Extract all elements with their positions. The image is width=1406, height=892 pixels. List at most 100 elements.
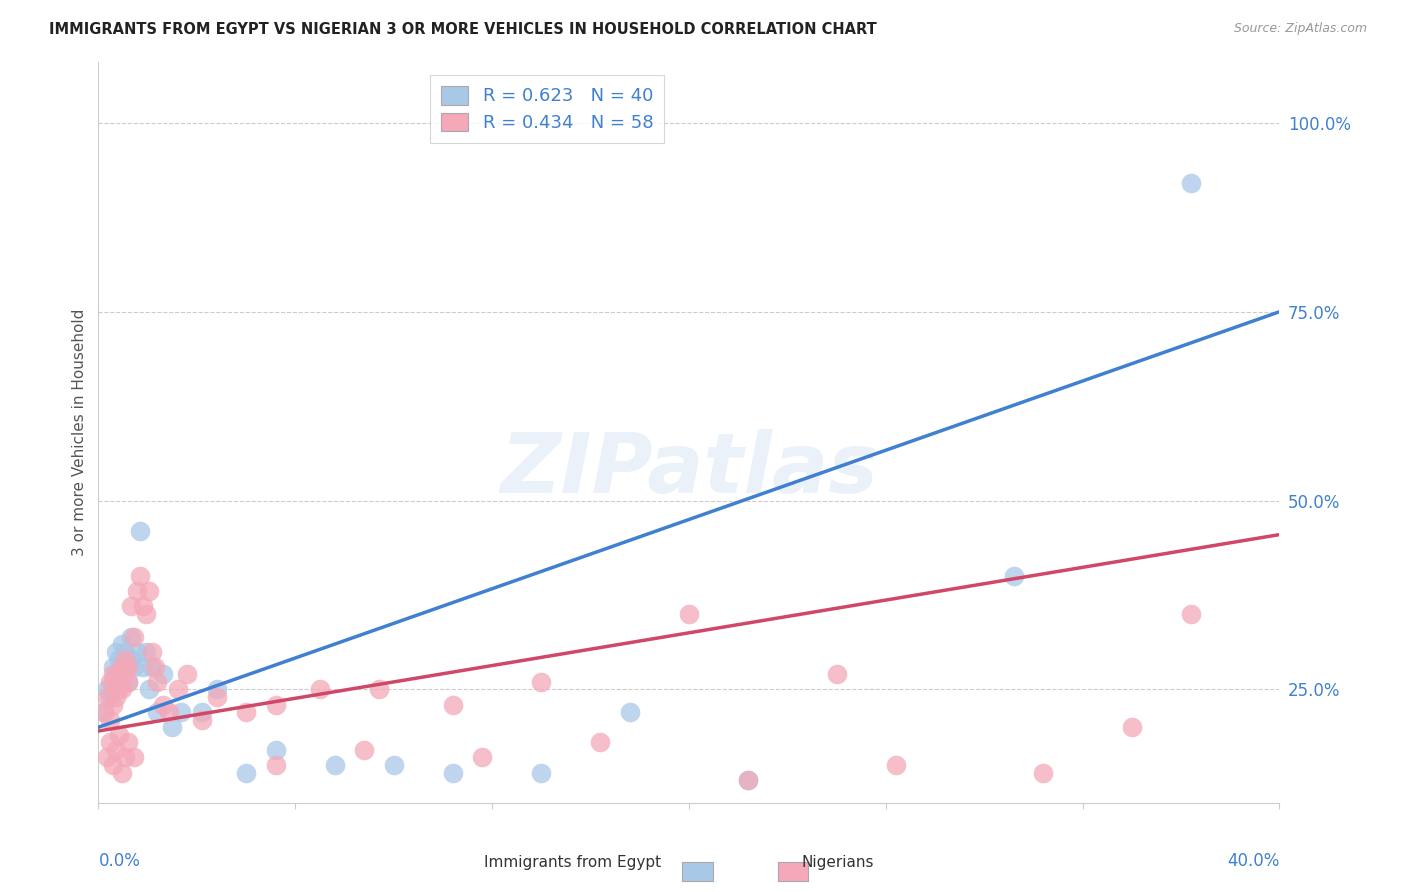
- Text: Immigrants from Egypt: Immigrants from Egypt: [484, 855, 661, 870]
- Point: [157, 705, 180, 719]
- Point: [152, 698, 174, 712]
- Point: [120, 599, 142, 614]
- Point: [589, 735, 612, 749]
- Point: [122, 750, 145, 764]
- Point: [96, 682, 118, 697]
- Point: [170, 705, 193, 719]
- Point: [141, 645, 163, 659]
- Point: [114, 750, 136, 764]
- Point: [1032, 765, 1054, 780]
- Point: [825, 667, 848, 681]
- Point: [117, 674, 139, 689]
- Text: IMMIGRANTS FROM EGYPT VS NIGERIAN 3 OR MORE VEHICLES IN HOUSEHOLD CORRELATION CH: IMMIGRANTS FROM EGYPT VS NIGERIAN 3 OR M…: [49, 22, 877, 37]
- Point: [138, 682, 160, 697]
- Point: [162, 720, 183, 734]
- Point: [111, 682, 134, 697]
- Point: [105, 667, 128, 681]
- Point: [1180, 177, 1202, 191]
- Point: [264, 758, 287, 772]
- Point: [117, 674, 139, 689]
- Point: [96, 690, 118, 704]
- Point: [146, 705, 169, 719]
- Point: [108, 728, 131, 742]
- Point: [122, 630, 145, 644]
- Point: [128, 569, 150, 583]
- Point: [135, 607, 157, 621]
- Point: [103, 660, 125, 674]
- Point: [111, 660, 134, 674]
- Text: Nigerians: Nigerians: [801, 855, 875, 870]
- Point: [98, 735, 121, 749]
- Point: [135, 645, 157, 659]
- Point: [103, 758, 125, 772]
- Point: [114, 667, 136, 681]
- Point: [368, 682, 391, 697]
- Text: Source: ZipAtlas.com: Source: ZipAtlas.com: [1233, 22, 1367, 36]
- Point: [619, 705, 641, 719]
- Point: [1121, 720, 1143, 734]
- Point: [111, 765, 134, 780]
- Text: 40.0%: 40.0%: [1227, 852, 1279, 870]
- Point: [132, 660, 155, 674]
- Point: [93, 705, 115, 719]
- Point: [105, 690, 128, 704]
- Point: [441, 765, 464, 780]
- Point: [264, 743, 287, 757]
- Point: [117, 660, 139, 674]
- Text: ZIPatlas: ZIPatlas: [501, 429, 877, 510]
- Point: [98, 674, 121, 689]
- Point: [138, 584, 160, 599]
- Legend: R = 0.623   N = 40, R = 0.434   N = 58: R = 0.623 N = 40, R = 0.434 N = 58: [430, 75, 664, 143]
- Text: 0.0%: 0.0%: [98, 852, 141, 870]
- Point: [103, 674, 125, 689]
- Point: [382, 758, 405, 772]
- Point: [530, 674, 553, 689]
- Y-axis label: 3 or more Vehicles in Household: 3 or more Vehicles in Household: [72, 309, 87, 557]
- Point: [205, 690, 228, 704]
- Point: [1002, 569, 1025, 583]
- Point: [1180, 607, 1202, 621]
- Point: [128, 524, 150, 538]
- Point: [737, 773, 759, 788]
- Point: [530, 765, 553, 780]
- Point: [309, 682, 332, 697]
- Point: [176, 667, 198, 681]
- Point: [114, 645, 136, 659]
- Point: [117, 660, 139, 674]
- Point: [205, 682, 228, 697]
- Point: [93, 705, 115, 719]
- Point: [96, 750, 118, 764]
- Point: [103, 698, 125, 712]
- Point: [111, 660, 134, 674]
- Point: [152, 667, 174, 681]
- Point: [125, 645, 148, 659]
- Point: [117, 735, 139, 749]
- Point: [191, 705, 214, 719]
- Point: [884, 758, 907, 772]
- Point: [111, 637, 134, 651]
- Point: [108, 682, 131, 697]
- Point: [737, 773, 759, 788]
- Point: [141, 660, 163, 674]
- Point: [105, 674, 128, 689]
- Point: [98, 690, 121, 704]
- Point: [125, 584, 148, 599]
- Point: [167, 682, 190, 697]
- Point: [108, 667, 131, 681]
- Point: [103, 667, 125, 681]
- Point: [120, 630, 142, 644]
- Point: [108, 674, 131, 689]
- Point: [114, 667, 136, 681]
- Point: [235, 705, 257, 719]
- Point: [122, 660, 145, 674]
- Point: [114, 652, 136, 666]
- Point: [143, 660, 166, 674]
- Point: [191, 713, 214, 727]
- Point: [235, 765, 257, 780]
- Point: [353, 743, 375, 757]
- Point: [323, 758, 346, 772]
- Point: [105, 645, 128, 659]
- Point: [441, 698, 464, 712]
- Point: [108, 652, 131, 666]
- Point: [146, 674, 169, 689]
